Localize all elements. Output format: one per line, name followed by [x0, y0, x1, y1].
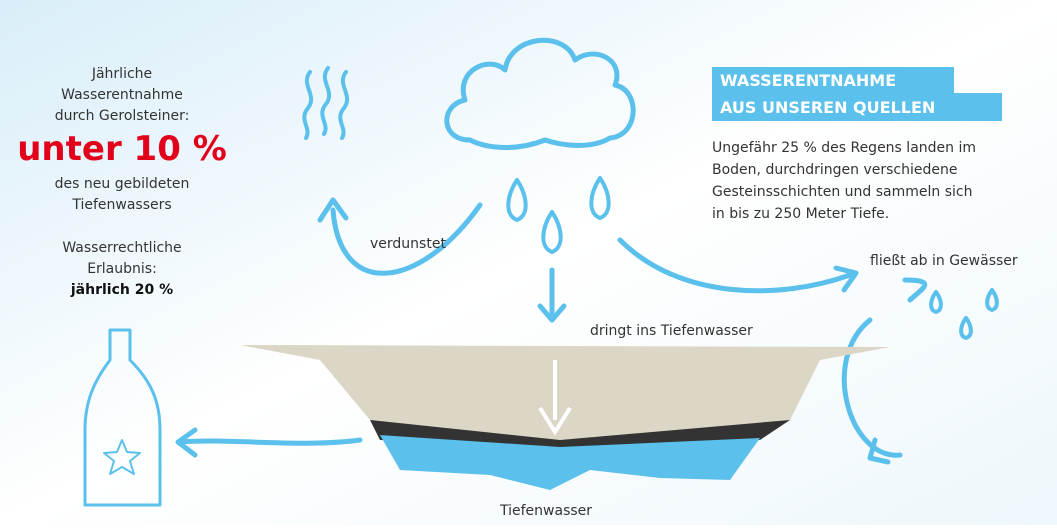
label: fließt ab in Gewässer — [870, 253, 1018, 269]
intro-line: Wasserentnahme — [61, 87, 183, 103]
permit-line: Erlaubnis: — [87, 261, 157, 277]
body-line: Boden, durchdringen verschiedene — [712, 162, 957, 178]
after-line: Tiefenwassers — [71, 197, 171, 213]
intro-line: Jährliche — [91, 66, 152, 82]
after-line: des neu gebildeten — [55, 176, 190, 192]
label: dringt ins Tiefenwasser — [590, 323, 753, 339]
highlight: unter 10 % — [17, 129, 227, 169]
label: verdunstet — [370, 236, 446, 252]
permit-line: Wasserrechtliche — [62, 240, 181, 256]
intro-line: durch Gerolsteiner: — [55, 108, 190, 124]
label: Tiefenwasser — [499, 503, 592, 519]
body-line: Ungefähr 25 % des Regens landen im — [712, 140, 976, 156]
infographic: Jährliche Wasserentnahme durch Gerolstei… — [0, 0, 1057, 525]
heading-line: AUS UNSEREN QUELLEN — [720, 98, 935, 117]
heading-line: WASSERENTNAHME — [720, 71, 896, 90]
body-line: in bis zu 250 Meter Tiefe. — [712, 206, 889, 222]
permit-value: jährlich 20 % — [70, 282, 173, 298]
body-line: Gesteinsschichten und sammeln sich — [712, 184, 972, 200]
